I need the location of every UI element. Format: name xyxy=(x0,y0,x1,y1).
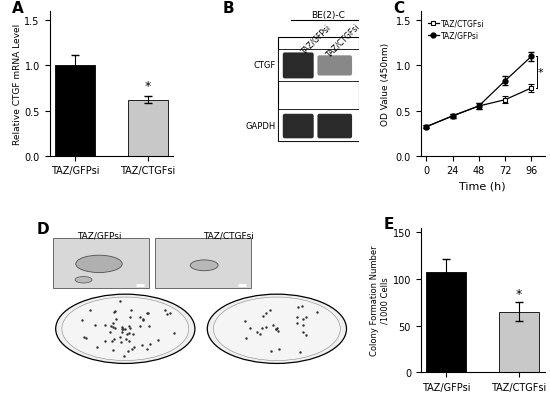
Text: B: B xyxy=(223,1,234,16)
Y-axis label: OD Value (450nm): OD Value (450nm) xyxy=(381,43,390,126)
Text: A: A xyxy=(12,1,24,16)
Text: TAZ/CTGFsi: TAZ/CTGFsi xyxy=(204,231,254,240)
Text: *: * xyxy=(145,80,151,93)
Y-axis label: Colony Formation Number
/1000 Cells: Colony Formation Number /1000 Cells xyxy=(370,245,390,355)
Ellipse shape xyxy=(207,294,346,364)
Text: *: * xyxy=(538,68,543,78)
X-axis label: Time (h): Time (h) xyxy=(459,182,506,191)
Ellipse shape xyxy=(56,294,195,364)
Text: D: D xyxy=(37,221,50,236)
Bar xyxy=(128,101,168,156)
FancyBboxPatch shape xyxy=(317,115,352,139)
FancyBboxPatch shape xyxy=(317,56,352,76)
Ellipse shape xyxy=(213,297,340,361)
Ellipse shape xyxy=(62,297,189,361)
Ellipse shape xyxy=(76,256,122,273)
Y-axis label: Relative CTGF mRNA Level: Relative CTGF mRNA Level xyxy=(13,24,21,145)
Text: TAZ/GFPsi: TAZ/GFPsi xyxy=(300,22,333,56)
Bar xyxy=(155,238,251,289)
Text: E: E xyxy=(384,217,394,231)
Bar xyxy=(53,238,148,289)
FancyBboxPatch shape xyxy=(283,115,313,139)
Ellipse shape xyxy=(75,277,92,283)
Legend: TAZ/CTGFsi, TAZ/GFPsi: TAZ/CTGFsi, TAZ/GFPsi xyxy=(425,16,488,44)
Bar xyxy=(499,312,539,372)
Text: BE(2)-C: BE(2)-C xyxy=(311,11,345,20)
Text: CTGF: CTGF xyxy=(254,61,276,70)
Text: TAZ/CTGFsi: TAZ/CTGFsi xyxy=(324,22,361,59)
Bar xyxy=(426,273,466,372)
Bar xyxy=(55,66,95,156)
Bar xyxy=(278,50,359,81)
Text: C: C xyxy=(393,1,405,16)
Text: TAZ/GFPsi: TAZ/GFPsi xyxy=(77,231,121,240)
Bar xyxy=(278,38,359,142)
Ellipse shape xyxy=(190,260,218,271)
Bar xyxy=(278,110,359,142)
FancyBboxPatch shape xyxy=(283,53,313,79)
Text: *: * xyxy=(516,288,522,301)
Text: GAPDH: GAPDH xyxy=(246,121,276,130)
